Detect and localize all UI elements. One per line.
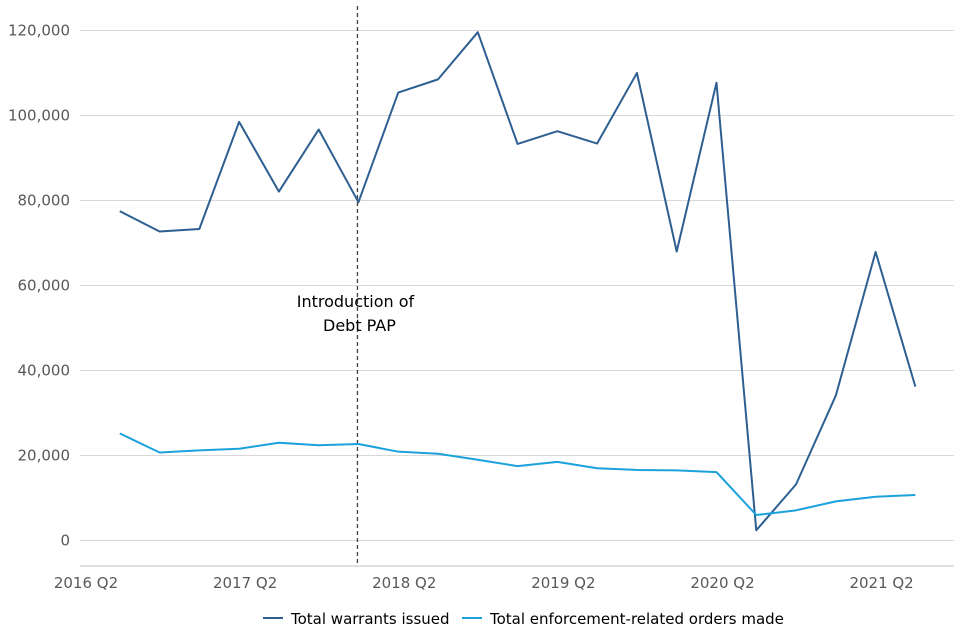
annotation: Introduction of Debt PAP: [297, 6, 415, 566]
series-line-1: [119, 432, 916, 516]
x-tick-label: 2021 Q2: [849, 574, 913, 592]
y-tick-label: 40,000: [18, 362, 71, 380]
x-tick-label: 2017 Q2: [213, 574, 277, 592]
legend: Total warrants issued Total enforcement-…: [263, 610, 784, 628]
legend-label-warrants: Total warrants issued: [290, 610, 450, 628]
series-line-0: [119, 31, 917, 532]
x-tick-label: 2018 Q2: [372, 574, 436, 592]
x-tick-label: 2020 Q2: [690, 574, 754, 592]
x-tick-label: 2019 Q2: [531, 574, 595, 592]
y-tick-label: 80,000: [18, 192, 71, 210]
annotation-text-line1: Introduction of: [297, 292, 415, 311]
y-tick-label: 0: [60, 532, 70, 550]
x-tick-label: 2016 Q2: [54, 574, 118, 592]
gridlines: [80, 30, 954, 541]
axes: 0 20,000 40,000 60,000 80,000 100,000 120,000 2…: [8, 22, 954, 592]
legend-label-enforcement-orders: Total enforcement-related orders made: [489, 610, 784, 628]
y-tick-label: 120,000: [8, 22, 70, 40]
y-tick-label: 20,000: [18, 447, 71, 465]
series-lines: [119, 31, 917, 532]
y-tick-label: 100,000: [8, 107, 70, 125]
y-tick-label: 60,000: [18, 277, 71, 295]
annotation-text-line2: Debt PAP: [323, 316, 396, 335]
